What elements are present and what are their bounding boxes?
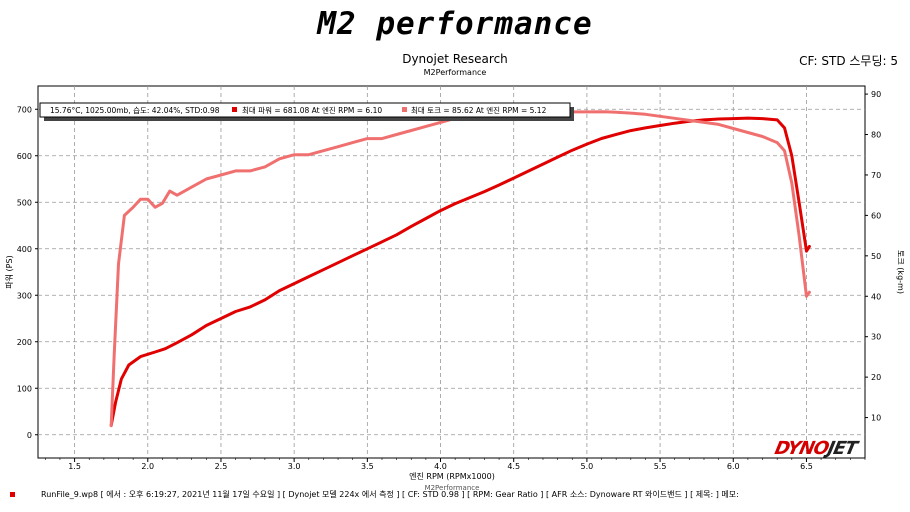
y-left-tick-label: 600 (17, 152, 32, 161)
x-tick-label: 4.5 (507, 462, 520, 471)
info-torque-marker (402, 107, 407, 112)
x-tick-label: 6.0 (727, 462, 740, 471)
torque-curve (109, 110, 811, 428)
run-info-footer: RunFile_9.wp8 [ 에서 : 오후 6:19:27, 2021년 1… (10, 489, 900, 500)
info-box: 15.76°C, 1025.00mb, 습도: 42.04%, STD:0.98… (39, 102, 574, 121)
y-right-tick-label: 30 (871, 333, 881, 342)
dynojet-logo: DYNOJET (772, 438, 859, 459)
y-right-tick-label: 10 (871, 414, 881, 423)
y-right-tick-label: 50 (871, 252, 881, 261)
cf-smoothing-label: CF: STD 스무딩: 5 (799, 54, 898, 68)
y-right-tick-label: 90 (871, 90, 881, 99)
y-right-tick-label: 80 (871, 131, 881, 140)
grid-lines (38, 86, 865, 458)
y-left-tick-label: 300 (17, 291, 32, 300)
x-tick-label: 1.5 (68, 462, 81, 471)
plot-background (37, 85, 866, 459)
footer-text: RunFile_9.wp8 [ 에서 : 오후 6:19:27, 2021년 1… (41, 490, 739, 499)
y-right-tick-label: 20 (871, 373, 881, 382)
info-box-panel (39, 102, 571, 118)
info-torque-max: 최대 토크 = 85.62 At 엔진 RPM = 5.12 (411, 105, 547, 115)
x-axis-label: 엔진 RPM (RPMx1000) (409, 471, 495, 481)
y-left-tick-label: 200 (17, 338, 32, 347)
y-right-tick-label: 60 (871, 211, 881, 220)
x-tick-label: 2.5 (215, 462, 228, 471)
x-tick-label: 2.0 (141, 462, 154, 471)
chart-title: Dynojet Research (402, 52, 508, 66)
x-tick-label: 5.0 (581, 462, 594, 471)
info-power-marker (232, 107, 237, 112)
y-left-tick-label: 500 (17, 198, 32, 207)
x-axis-ticks: 1.5 2.0 2.5 3.0 3.5 4.0 4.5 5.0 5.5 6.0 6.5 (45, 458, 866, 471)
y-left-tick-label: 0 (27, 431, 32, 440)
x-tick-label: 3.0 (288, 462, 301, 471)
y-right-axis-ticks: 10 20 30 40 50 60 70 80 90 (865, 90, 881, 423)
power-legend-marker (10, 492, 15, 497)
x-tick-label: 4.0 (434, 462, 447, 471)
y-left-axis-label: 파워 (PS) (5, 255, 14, 288)
info-conditions: 15.76°C, 1025.00mb, 습도: 42.04%, STD:0.98 (50, 106, 220, 115)
y-left-tick-label: 700 (17, 105, 32, 114)
x-tick-label: 3.5 (361, 462, 374, 471)
x-tick-label: 6.5 (800, 462, 813, 471)
y-left-axis-ticks: 0 100 200 300 400 500 600 700 (17, 105, 38, 440)
y-right-tick-label: 40 (871, 292, 881, 301)
chart-subtitle: M2Performance (423, 68, 487, 77)
x-axis-sublabel: M2Performance (425, 484, 480, 492)
y-right-tick-label: 70 (871, 171, 881, 180)
x-tick-label: 5.5 (654, 462, 667, 471)
y-left-tick-label: 100 (17, 384, 32, 393)
y-right-axis-label: 토크 (kg-m) (896, 250, 905, 294)
report-banner: M2 performance (317, 6, 593, 42)
info-power-max: 최대 파워 = 681.08 At 엔진 RPM = 6.10 (242, 105, 382, 115)
series-lines (109, 110, 811, 428)
power-curve (109, 116, 811, 427)
y-left-tick-label: 400 (17, 245, 32, 254)
